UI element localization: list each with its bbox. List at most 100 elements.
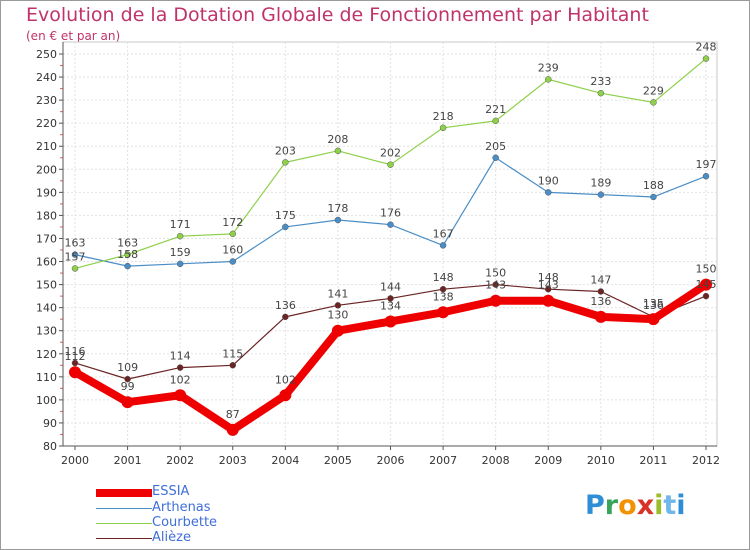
data-point [700, 278, 712, 291]
y-tick-label: 130 [36, 325, 57, 338]
data-label: 248 [696, 41, 717, 54]
data-point [492, 154, 499, 162]
x-tick-label: 2008 [482, 454, 510, 467]
data-point [176, 232, 184, 240]
data-point [492, 281, 499, 288]
data-label: 172 [222, 216, 243, 229]
x-tick-label: 2009 [534, 454, 562, 467]
y-tick-label: 90 [43, 417, 57, 430]
x-tick-label: 2003 [219, 454, 247, 467]
data-point [124, 251, 131, 258]
logo-letter: t [663, 490, 677, 521]
data-point [545, 285, 552, 293]
data-label: 159 [170, 246, 191, 259]
legend-swatch-courbette [96, 523, 152, 524]
data-point [69, 366, 81, 379]
data-point [437, 306, 450, 319]
data-point [282, 159, 289, 166]
x-tick-label: 2005 [324, 454, 352, 467]
y-tick-label: 80 [43, 440, 57, 453]
data-point [334, 302, 342, 309]
x-tick-label: 2004 [271, 454, 299, 467]
data-label: 144 [380, 280, 401, 293]
y-tick-label: 230 [36, 94, 57, 107]
data-point [71, 251, 79, 258]
data-label: 197 [696, 158, 717, 171]
logo-letter: i [654, 490, 664, 521]
data-label: 203 [275, 144, 296, 157]
data-label: 150 [485, 267, 506, 280]
data-point [597, 89, 605, 97]
data-label: 143 [538, 279, 559, 292]
x-tick-label: 2000 [61, 454, 89, 467]
data-point [229, 258, 236, 265]
logo-letter: P [585, 490, 605, 521]
data-point [334, 216, 342, 224]
y-tick-label: 100 [36, 394, 57, 407]
data-point [226, 423, 239, 436]
y-tick-label: 190 [36, 186, 57, 199]
y-tick-label: 180 [36, 209, 57, 222]
chart-title: Evolution de la Dotation Globale de Fonc… [26, 4, 649, 26]
data-label: 87 [226, 408, 240, 421]
data-label: 102 [170, 373, 191, 386]
data-point [439, 242, 447, 249]
legend-swatch-essia [96, 489, 152, 497]
data-point [331, 324, 344, 337]
chart-subtitle: (en € et par an) [26, 29, 121, 43]
data-point [71, 359, 79, 367]
y-tick-label: 170 [36, 232, 57, 245]
data-label: 157 [65, 250, 86, 263]
data-label: 134 [380, 299, 401, 312]
data-point [124, 375, 131, 383]
x-tick-label: 2006 [377, 454, 405, 467]
y-tick-label: 120 [36, 348, 57, 361]
data-label: 221 [485, 103, 506, 116]
data-label: 102 [275, 373, 296, 386]
logo-letter: i [676, 490, 686, 521]
data-point [647, 313, 660, 326]
data-point [279, 389, 292, 402]
legend-label-essia: ESSIA [152, 484, 190, 499]
data-point [702, 292, 710, 300]
data-label: 136 [590, 295, 611, 308]
data-label: 160 [222, 244, 243, 257]
data-label: 167 [433, 227, 454, 240]
data-point [282, 313, 289, 321]
data-label: 188 [643, 179, 664, 192]
legend-swatch-arthenas [96, 508, 152, 509]
data-label: 145 [696, 278, 717, 291]
series-lines [69, 55, 712, 436]
y-tick-label: 110 [36, 371, 57, 384]
data-label: 136 [275, 299, 296, 312]
data-label: 218 [433, 110, 454, 123]
data-label: 141 [327, 287, 348, 300]
legend-item-alieze: Alièze [96, 530, 296, 546]
data-label: 175 [275, 209, 296, 222]
data-label: 239 [538, 61, 559, 74]
data-point [387, 295, 394, 302]
data-label: 138 [433, 290, 454, 303]
data-point [439, 285, 447, 293]
data-point [702, 172, 710, 180]
legend-item-arthenas: Arthenas [96, 500, 296, 516]
data-label: 112 [65, 350, 86, 363]
y-tick-label: 250 [36, 48, 57, 61]
data-point [594, 310, 607, 323]
data-label: 190 [538, 174, 559, 187]
legend-swatch-alieze [96, 538, 152, 539]
data-point [545, 189, 552, 196]
data-point [229, 230, 236, 238]
logo-letter: x [636, 490, 655, 521]
data-label: 150 [696, 263, 717, 276]
legend-label-alieze: Alièze [152, 530, 191, 545]
y-tick-label: 210 [36, 140, 57, 153]
data-point [597, 191, 605, 198]
data-label: 143 [485, 279, 506, 292]
data-label: 109 [117, 361, 138, 374]
data-label: 114 [170, 350, 191, 363]
data-label: 171 [170, 218, 191, 231]
y-tick-label: 140 [36, 302, 57, 315]
x-tick-label: 2011 [639, 454, 667, 467]
